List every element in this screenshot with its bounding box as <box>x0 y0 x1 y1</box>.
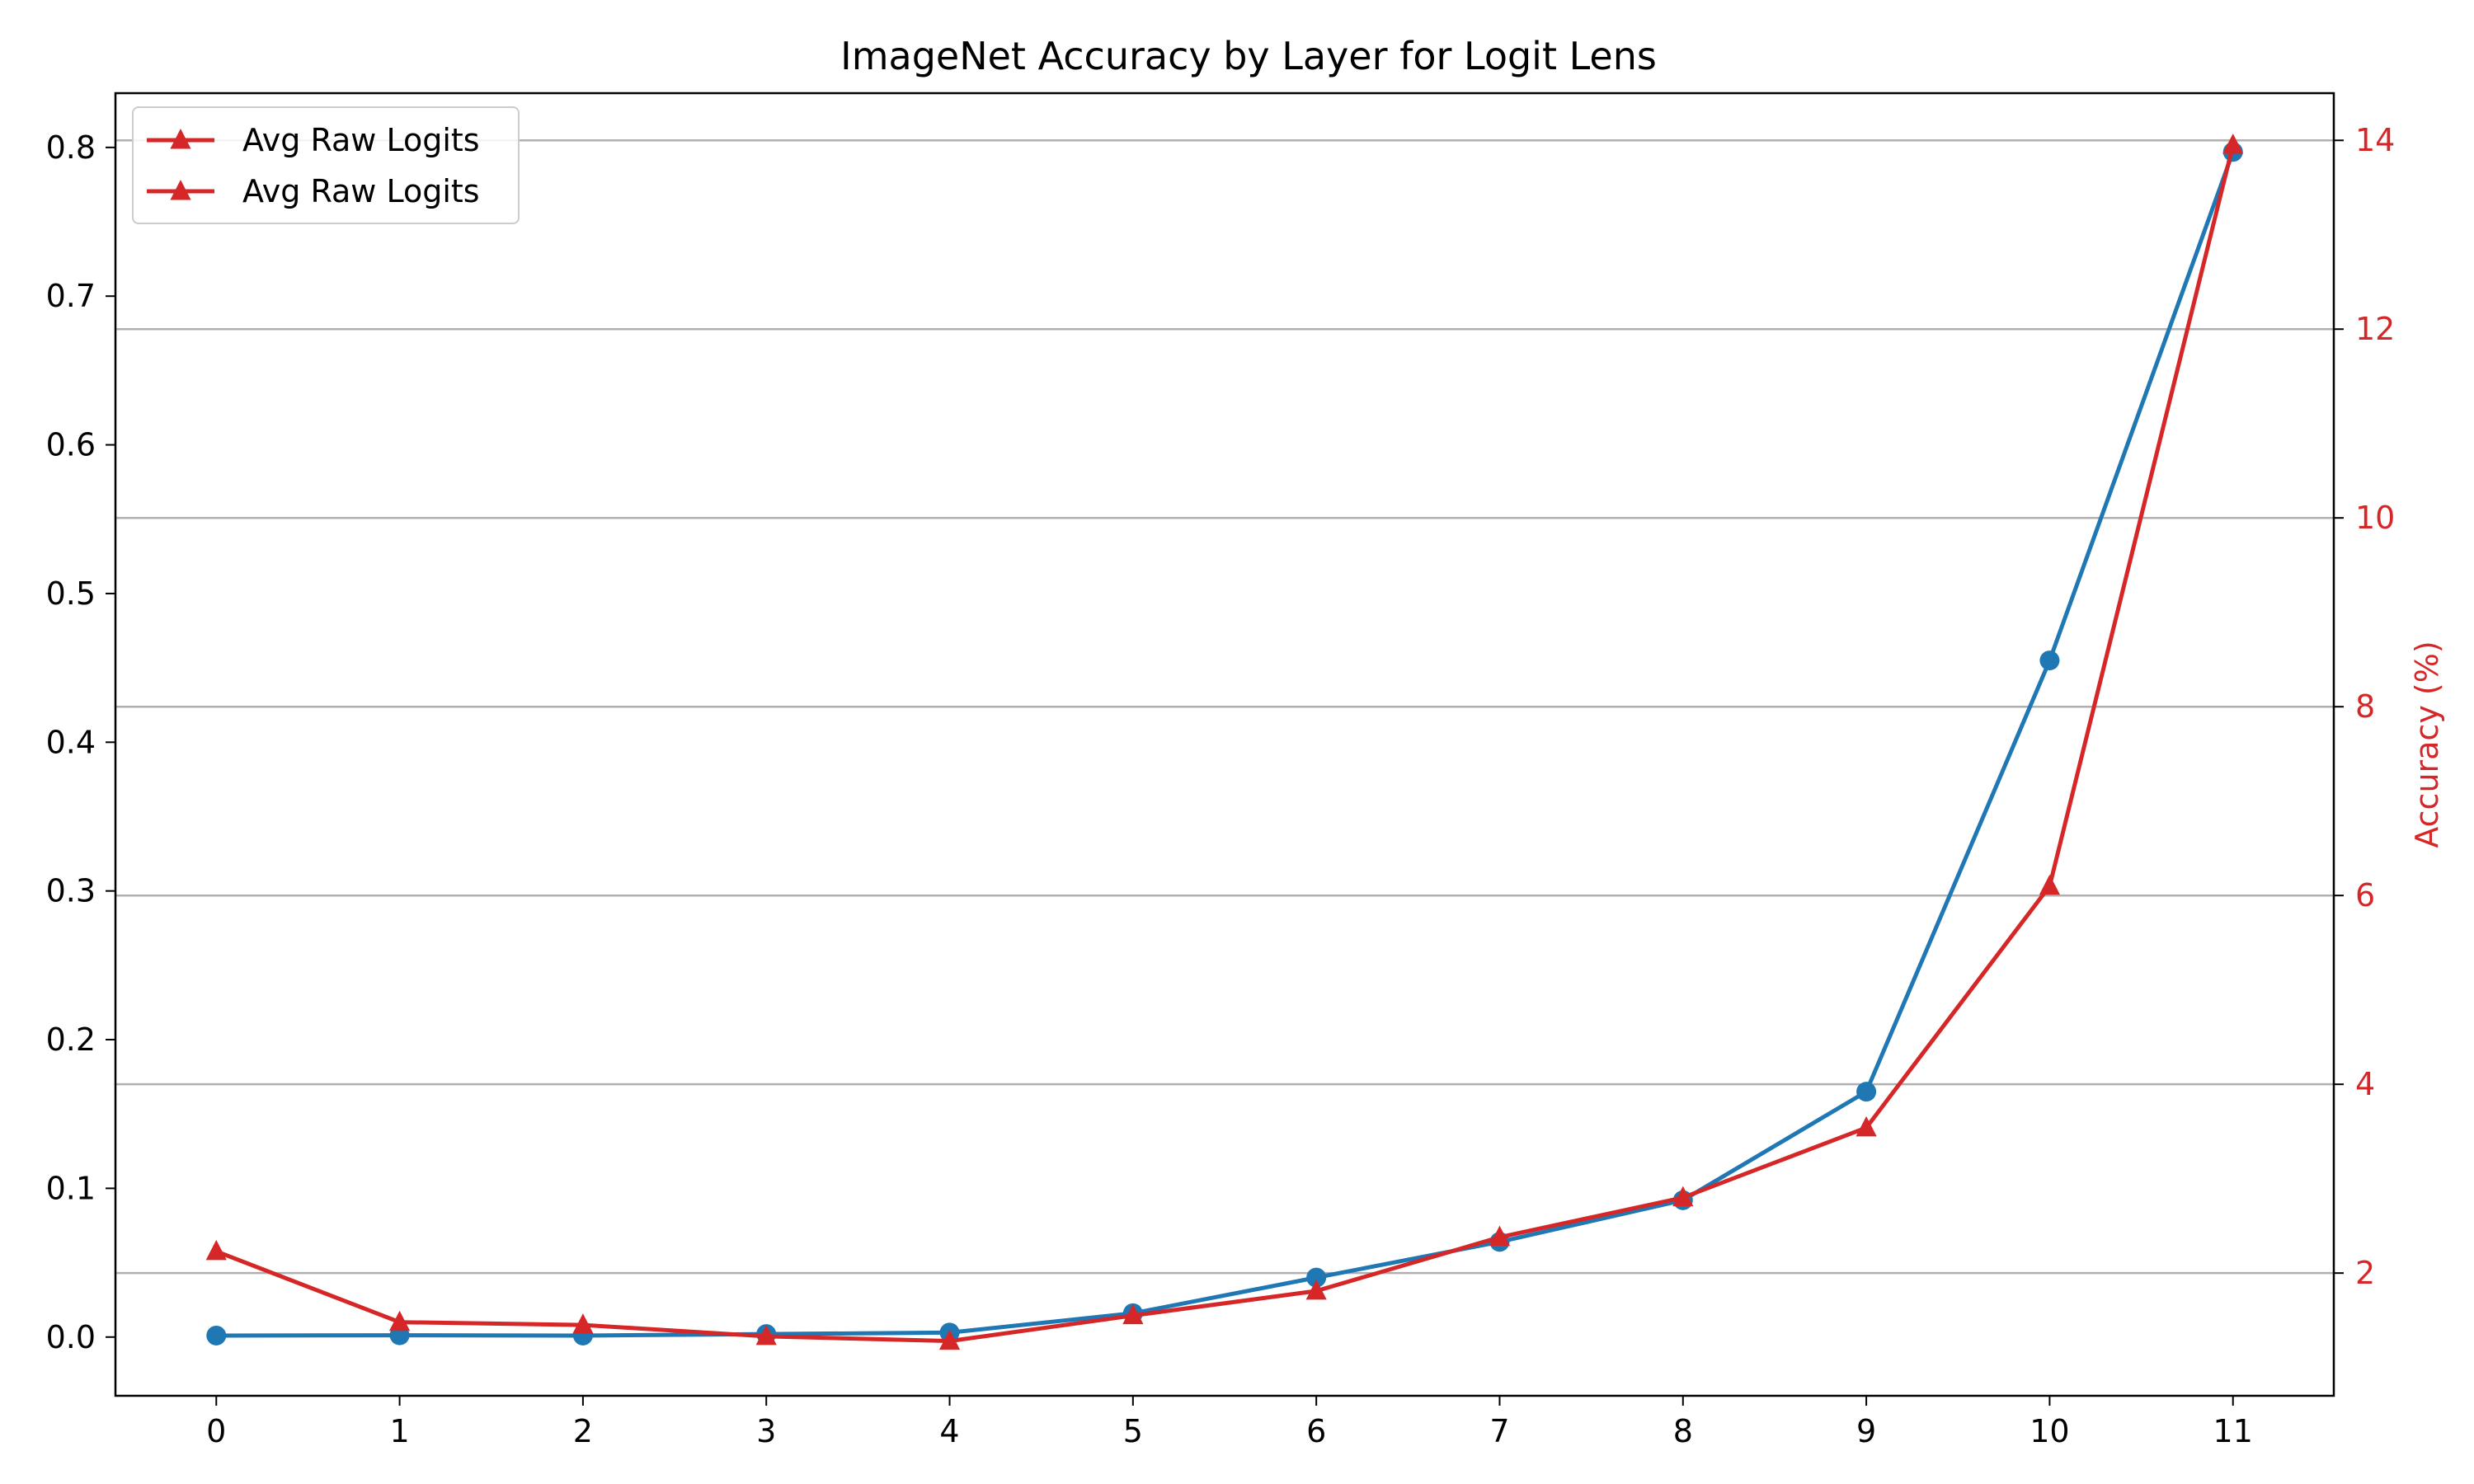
x-tick-label: 10 <box>2030 1413 2069 1449</box>
left-y-axis: 0.0 0.1 0.2 0.3 0.4 0.5 0.6 0.7 0.8 <box>46 129 115 1355</box>
right-tick-label: 2 <box>2355 1255 2375 1291</box>
right-tick-label: 14 <box>2355 122 2395 158</box>
series-line <box>216 151 2236 1338</box>
legend-label: Avg Raw Logits <box>242 173 480 209</box>
data-point-triangle <box>205 1239 227 1261</box>
right-tick-label: 8 <box>2355 688 2375 725</box>
left-tick-label: 0.7 <box>46 278 96 314</box>
chart-title: ImageNet Accuracy by Layer for Logit Len… <box>840 34 1657 78</box>
x-tick-label: 7 <box>1489 1413 1509 1449</box>
right-tick-label: 12 <box>2355 311 2395 347</box>
data-point-triangle <box>572 1313 594 1334</box>
left-tick-label: 0.0 <box>46 1319 96 1355</box>
x-tick-label: 3 <box>756 1413 776 1449</box>
data-point-circle <box>206 1325 227 1345</box>
series-2 <box>205 133 2244 1350</box>
x-tick-label: 5 <box>1123 1413 1143 1449</box>
left-tick-label: 0.1 <box>46 1170 96 1206</box>
right-y-axis: 2 4 6 8 10 12 14 <box>2334 122 2395 1291</box>
x-tick-label: 8 <box>1673 1413 1693 1449</box>
data-point-triangle <box>1305 1279 1327 1300</box>
left-tick-label: 0.6 <box>46 427 96 463</box>
data-point-triangle <box>1856 1115 1877 1137</box>
legend-marker-triangle <box>170 180 191 200</box>
data-point-triangle <box>755 1324 777 1345</box>
right-tick-label: 4 <box>2355 1066 2375 1102</box>
x-tick-label: 0 <box>206 1413 226 1449</box>
data-point-circle <box>2039 650 2060 671</box>
left-tick-label: 0.5 <box>46 575 96 612</box>
x-tick-label: 9 <box>1856 1413 1876 1449</box>
x-tick-label: 1 <box>389 1413 409 1449</box>
legend-box <box>132 106 520 224</box>
right-axis-label: Accuracy (%) <box>2409 641 2445 848</box>
right-tick-label: 6 <box>2355 877 2375 913</box>
legend-marker-triangle <box>170 129 191 149</box>
legend-entry: Avg Raw Logits <box>147 173 480 209</box>
plot-frame <box>114 92 2335 1397</box>
x-axis: 0 1 2 3 4 5 6 7 8 9 10 11 <box>206 1396 2253 1449</box>
left-tick-label: 0.3 <box>46 873 96 909</box>
x-tick-label: 11 <box>2213 1413 2253 1449</box>
x-tick-label: 4 <box>939 1413 959 1449</box>
legend-entry: Avg Raw Logits <box>147 122 480 158</box>
right-tick-label: 10 <box>2355 500 2395 536</box>
data-point-triangle <box>2222 133 2244 154</box>
left-tick-label: 0.8 <box>46 129 96 166</box>
data-point-triangle <box>938 1329 961 1350</box>
left-tick-label: 0.2 <box>46 1021 96 1058</box>
x-tick-label: 2 <box>573 1413 593 1449</box>
series-line <box>215 144 2236 1344</box>
data-point-triangle <box>2039 874 2061 895</box>
data-point-triangle <box>1122 1303 1144 1325</box>
legend-label: Avg Raw Logits <box>242 122 480 158</box>
x-tick-label: 6 <box>1306 1413 1326 1449</box>
plot-series <box>205 133 2244 1350</box>
data-point-triangle <box>1672 1186 1694 1207</box>
right-axis-gridlines <box>115 139 2334 1275</box>
legend: Avg Raw Logits Avg Raw Logits <box>132 106 520 224</box>
data-point-triangle <box>1489 1225 1511 1247</box>
data-point-triangle <box>388 1310 411 1331</box>
data-point-circle <box>1856 1082 1877 1102</box>
data-point-circle <box>1306 1267 1327 1288</box>
left-tick-label: 0.4 <box>46 724 96 760</box>
